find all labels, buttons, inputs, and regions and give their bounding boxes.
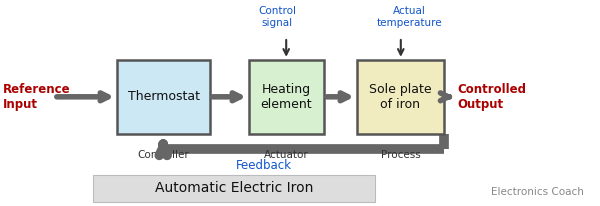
Text: Sole plate
of iron: Sole plate of iron [369, 83, 432, 111]
Text: Process: Process [380, 150, 421, 160]
Text: Actual
temperature: Actual temperature [376, 6, 442, 28]
FancyBboxPatch shape [357, 60, 444, 134]
Text: Heating
element: Heating element [260, 83, 313, 111]
FancyBboxPatch shape [249, 60, 324, 134]
Text: Thermostat: Thermostat [128, 90, 199, 103]
FancyBboxPatch shape [117, 60, 210, 134]
Text: Controller: Controller [137, 150, 190, 160]
Text: Controlled
Output: Controlled Output [457, 83, 526, 111]
Text: Electronics Coach: Electronics Coach [491, 187, 583, 197]
Text: Automatic Electric Iron: Automatic Electric Iron [155, 181, 313, 195]
Text: Control
signal: Control signal [258, 6, 296, 28]
FancyBboxPatch shape [93, 175, 375, 202]
Text: Reference
Input: Reference Input [3, 83, 71, 111]
Text: Actuator: Actuator [264, 150, 309, 160]
Text: Feedback: Feedback [236, 159, 292, 172]
